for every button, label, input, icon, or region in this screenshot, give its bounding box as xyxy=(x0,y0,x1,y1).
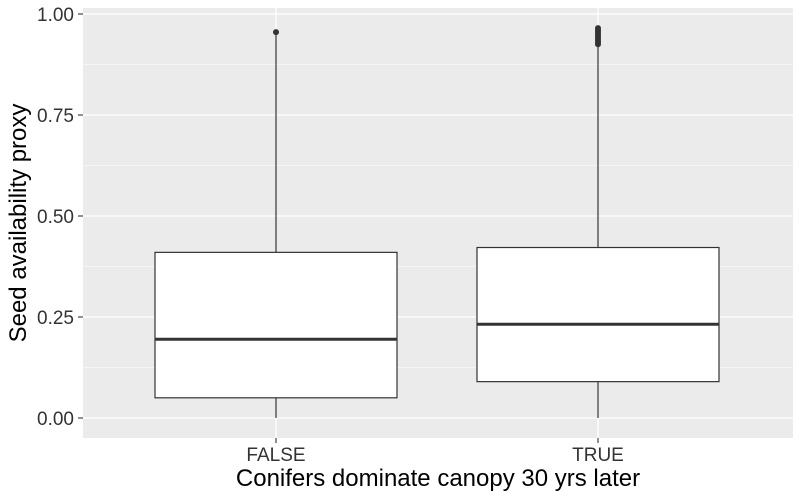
y-tick-label: 0.25 xyxy=(37,308,74,329)
boxes xyxy=(154,25,720,418)
y-tick-label: 1.00 xyxy=(37,5,74,26)
axes: 0.00 0.25 0.50 0.75 1.00 FALSE TRUE xyxy=(37,5,624,466)
outlier-point xyxy=(595,25,601,32)
y-tick-label: 0.75 xyxy=(37,106,74,127)
box-body xyxy=(154,251,398,399)
y-axis-title: Seed availability proxy xyxy=(5,104,32,343)
x-tick-label: TRUE xyxy=(572,445,624,466)
box-false xyxy=(154,29,398,418)
x-axis-title: Conifers dominate canopy 30 yrs later xyxy=(236,465,640,492)
outlier-point xyxy=(273,29,279,36)
box-body xyxy=(476,246,720,383)
y-tick-label: 0.50 xyxy=(37,207,74,228)
box-true xyxy=(476,25,720,418)
y-tick-label: 0.00 xyxy=(37,409,74,430)
x-tick-label: FALSE xyxy=(246,445,305,466)
